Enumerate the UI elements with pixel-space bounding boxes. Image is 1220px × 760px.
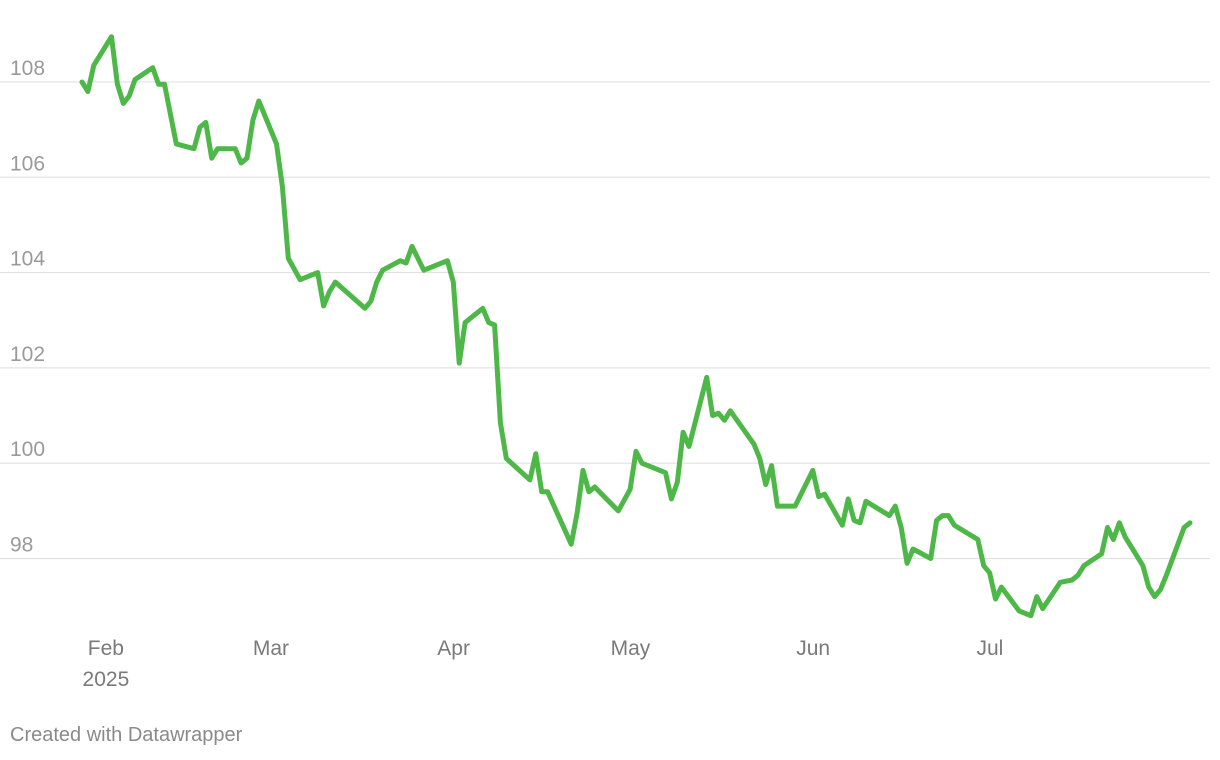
series-layer (79, 34, 1193, 619)
y-tick-label: 108 (10, 57, 45, 80)
y-tick-label: 104 (10, 248, 45, 271)
x-tick-label: May (611, 637, 651, 660)
x-tick-sublabel: 2025 (83, 668, 130, 691)
line-chart: 98 100 102 104 106 108 Feb 2025 Mar Apr May Jun Jul (0, 34, 1210, 691)
y-tick-label: 102 (10, 343, 45, 366)
y-axis-tick-labels: 98 100 102 104 106 108 (10, 57, 45, 557)
y-gridlines (0, 81, 1210, 560)
x-axis-tick-labels: Feb 2025 Mar Apr May Jun Jul (83, 637, 1004, 691)
x-tick-label: Mar (253, 637, 289, 660)
y-tick-label: 106 (10, 152, 45, 175)
x-tick-label: Jul (977, 637, 1004, 660)
series-line-1 (79, 34, 1193, 619)
y-tick-label: 100 (10, 438, 45, 461)
chart-credit[interactable]: Created with Datawrapper (10, 724, 243, 746)
y-tick-label: 98 (10, 534, 33, 557)
x-tick-label: Feb (88, 637, 124, 660)
x-tick-label: Apr (437, 637, 470, 660)
x-tick-label: Jun (796, 637, 830, 660)
